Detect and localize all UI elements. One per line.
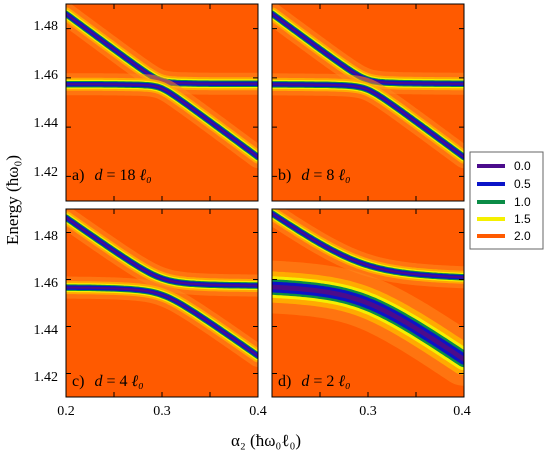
panel-c: c) d = 4 ℓ₀: [65, 208, 259, 398]
panel-d-var: d: [301, 373, 310, 390]
panel-b-label: b) d = 8 ℓ₀: [278, 167, 351, 184]
panel-a-bands: [66, 4, 258, 169]
panel-a-var: d: [94, 167, 103, 184]
panel-c-label: c) d = 4 ℓ₀: [72, 373, 144, 390]
panel-b-unit: ℓ₀: [338, 167, 350, 184]
panel-c-var: d: [94, 373, 103, 390]
legend-label: 2.0: [514, 229, 531, 243]
y-tick-label: 1.46: [34, 276, 59, 291]
panel-d-bands: [272, 209, 464, 386]
band-lower-layer: [272, 83, 464, 159]
band-upper-layer: [66, 216, 258, 287]
legend-label: 1.0: [514, 195, 531, 209]
x-tick-label: 0.2: [57, 404, 75, 419]
panel-a: a) d = 18 ℓ₀: [65, 3, 259, 202]
panel-d-label: d) d = 2 ℓ₀: [278, 373, 351, 390]
x-tick-label: 0.4: [249, 404, 267, 419]
legend-label: 0.0: [514, 159, 531, 173]
band-lower-layer: [66, 83, 258, 159]
panel-a-eq: = 18: [106, 167, 139, 184]
x-tick-label: 0.3: [153, 404, 171, 419]
panel-b-prefix: b): [278, 167, 291, 184]
panel-a-prefix: a): [72, 167, 84, 184]
panel-c-bands: [66, 209, 258, 367]
band-lower-layer: [272, 284, 464, 362]
y-tick-label: 1.42: [34, 165, 59, 180]
band-upper-layer: [272, 212, 464, 279]
panel-b: b) d = 8 ℓ₀: [271, 3, 465, 202]
y-tick-label: 1.48: [34, 229, 59, 244]
panel-b-var: d: [301, 167, 310, 184]
legend-label: 1.5: [514, 212, 531, 226]
panel-d-unit: ℓ₀: [338, 373, 350, 390]
band-lower-layer: [66, 286, 258, 357]
y-tick-label: 1.48: [34, 19, 59, 34]
panel-d-eq: = 2: [313, 373, 338, 390]
panel-c-unit: ℓ₀: [131, 373, 143, 390]
legend: 0.0 0.5 1.0 1.5 2.0: [469, 151, 544, 250]
x-tick-label: 0.4: [453, 404, 471, 419]
y-tick-label: 1.44: [34, 116, 59, 131]
y-tick-label: 1.44: [34, 323, 59, 338]
panel-c-eq: = 4: [106, 373, 131, 390]
tick-marks: [65, 4, 465, 397]
y-axis-label: Energy (ħω₀): [3, 155, 22, 245]
panel-b-eq: = 8: [313, 167, 338, 184]
panel-b-bands: [272, 4, 464, 169]
panel-a-unit: ℓ₀: [139, 167, 151, 184]
panel-c-prefix: c): [72, 373, 84, 390]
x-axis-label: α₂ (ħω₀ℓ₀): [231, 431, 301, 450]
legend-label: 0.5: [514, 177, 531, 191]
x-tick-label: 0.3: [359, 404, 377, 419]
y-tick-label: 1.46: [34, 68, 59, 83]
panel-a-label: a) d = 18 ℓ₀: [72, 167, 152, 184]
y-tick-label: 1.42: [34, 370, 59, 385]
panel-d: d) d = 2 ℓ₀: [271, 208, 465, 398]
panel-d-prefix: d): [278, 373, 291, 390]
